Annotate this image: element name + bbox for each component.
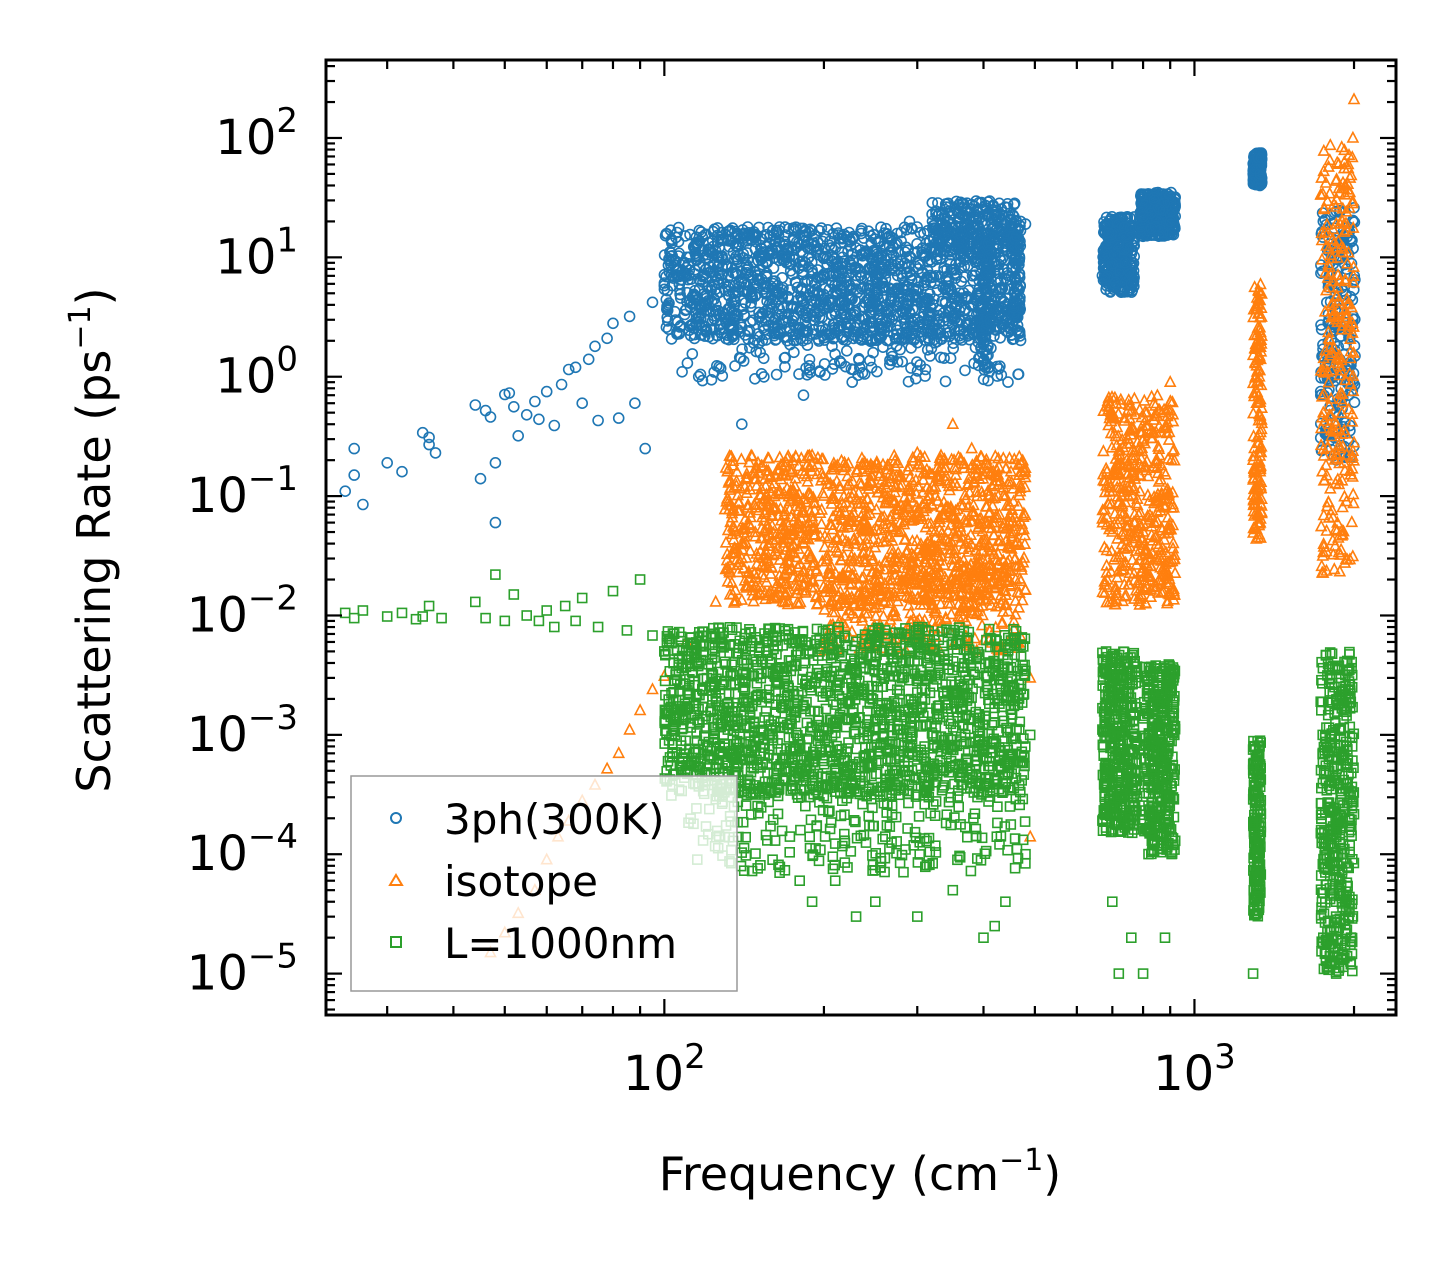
3ph-point [766, 224, 779, 237]
3ph-point [782, 292, 795, 304]
3ph-point [835, 302, 848, 314]
3ph-point [992, 286, 1005, 298]
3ph-point [693, 282, 706, 295]
3ph-point [869, 233, 882, 245]
3ph-point [911, 221, 923, 233]
3ph-point [844, 240, 857, 252]
3ph-point [957, 324, 970, 337]
3ph-point [967, 274, 980, 287]
3ph-point [790, 322, 802, 335]
3ph-point [740, 278, 753, 291]
3ph-point [740, 259, 753, 271]
3ph-point [799, 314, 812, 327]
3ph-point [662, 323, 675, 336]
3ph-point [688, 239, 701, 252]
3ph-point [912, 257, 925, 270]
3ph-point [842, 269, 855, 282]
3ph-point [855, 225, 867, 237]
3ph-point [831, 255, 844, 268]
3ph-point [854, 333, 867, 345]
3ph-point [782, 222, 795, 235]
3ph-point [817, 269, 830, 282]
3ph-point [846, 247, 859, 260]
3ph-point [788, 225, 801, 237]
3ph-point [773, 254, 786, 267]
3ph-point [832, 275, 845, 288]
3ph-point [747, 271, 759, 284]
3ph-point [703, 330, 715, 343]
3ph-point [658, 268, 671, 281]
3ph-point [737, 228, 750, 241]
3ph-point [757, 230, 770, 242]
3ph-point [791, 301, 803, 314]
3ph-point [795, 259, 808, 271]
3ph-point [782, 244, 795, 256]
3ph-point [674, 288, 686, 301]
3ph-point [715, 233, 727, 246]
3ph-point [902, 261, 915, 273]
3ph-point [658, 249, 671, 261]
3ph-point [743, 228, 756, 241]
3ph-point [760, 334, 772, 346]
3ph-point [825, 242, 838, 254]
3ph-point [905, 222, 918, 234]
3ph-point [995, 293, 1008, 305]
data-points [339, 92, 1361, 979]
3ph-point [793, 304, 806, 316]
3ph-point [918, 251, 931, 263]
3ph-point [684, 228, 696, 241]
3ph-point [708, 223, 721, 235]
3ph-point [737, 251, 750, 264]
3ph-point [895, 235, 907, 247]
3ph-point [828, 324, 840, 337]
3ph-point [711, 236, 724, 248]
3ph-point [762, 320, 775, 332]
3ph-point [875, 221, 887, 233]
3ph-point [813, 224, 826, 237]
3ph-point [827, 228, 839, 240]
3ph-point [671, 226, 684, 239]
3ph-point [755, 251, 768, 264]
3ph-point [882, 260, 895, 273]
3ph-point [673, 327, 686, 340]
3ph-point [767, 262, 780, 274]
3ph-point [798, 276, 811, 288]
3ph-point [994, 274, 1007, 287]
3ph-point [895, 327, 908, 339]
3ph-point [769, 241, 782, 254]
3ph-point [899, 246, 911, 258]
3ph-point [909, 260, 922, 273]
3ph-point [778, 240, 791, 252]
3ph-point [833, 262, 846, 275]
3ph-point [823, 239, 836, 252]
3ph-point [700, 271, 713, 283]
3ph-point [795, 239, 808, 251]
3ph-point [846, 254, 859, 266]
3ph-point [750, 235, 762, 248]
3ph-point [752, 249, 765, 261]
3ph-point [678, 308, 691, 321]
